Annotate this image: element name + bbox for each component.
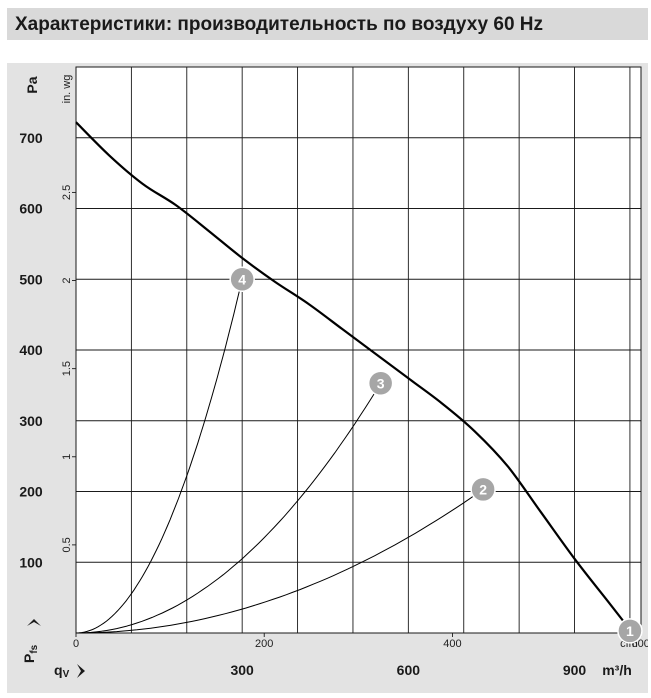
x-tick-label-cfm: 0 <box>73 638 79 650</box>
operating-point-4: 4 <box>229 266 255 292</box>
operating-point-marker <box>470 476 496 503</box>
x-tick-label-m3h: 600 <box>397 662 421 678</box>
pfs-main: P <box>21 654 37 663</box>
operating-point-label: 4 <box>238 271 246 287</box>
y-axis-label-pfs: Pfs <box>21 644 40 663</box>
qv-arrow-icon <box>77 664 85 678</box>
y-tick-label-pa: 100 <box>19 554 43 570</box>
x-axis-label-qv: qV <box>54 662 70 680</box>
fan-curve-line <box>75 121 631 631</box>
y-tick-label-pa: 200 <box>19 484 43 500</box>
operating-point-label: 2 <box>479 481 487 497</box>
y-tick-label-inwg: 0.5 <box>61 537 73 552</box>
chart-panel: Pa in. wg Pfs qV cfm m³/h 100 200 300 400 50… <box>7 63 648 693</box>
y-tick-label-pa: 500 <box>19 271 43 287</box>
y-axis-unit-inwg: in. wg <box>61 75 73 104</box>
fan-performance-chart: Pa in. wg Pfs qV cfm m³/h 10020030040050… <box>19 66 648 680</box>
y-tick-label-pa: 300 <box>19 413 43 429</box>
y-tick-label-pa: 400 <box>19 342 43 358</box>
y-tick-label-inwg: 2 <box>61 277 73 283</box>
pfs-arrow-icon <box>27 619 41 626</box>
operating-point-marker <box>367 370 394 397</box>
x-tick-label-cfm: 200 <box>255 638 273 650</box>
operating-point-1: 1 <box>617 618 643 644</box>
page-title: Характеристики: производительность по во… <box>15 14 544 35</box>
y-tick-label-pa: 700 <box>19 130 43 146</box>
y-tick-label-pa: 600 <box>19 201 43 217</box>
system-curve-2 <box>76 488 484 634</box>
operating-point-marker <box>229 266 255 292</box>
operating-point-3: 3 <box>367 370 394 397</box>
operating-point-2: 2 <box>470 476 496 503</box>
system-curve-3 <box>75 383 382 634</box>
x-tick-label-m3h: 900 <box>563 662 587 678</box>
plot-border <box>75 66 642 634</box>
x-tick-label-cfm: 400 <box>443 638 461 650</box>
title-bar: Характеристики: производительность по во… <box>7 8 648 40</box>
y-tick-label-inwg: 2.5 <box>61 185 73 200</box>
pfs-sub: fs <box>29 644 40 653</box>
x-axis-unit-m3h: m³/h <box>602 662 632 678</box>
y-tick-label-inwg: 1 <box>61 454 73 460</box>
qv-main: q <box>54 662 63 678</box>
system-curve-4 <box>75 279 243 634</box>
operating-point-marker <box>617 618 643 644</box>
operating-point-label: 1 <box>626 623 634 639</box>
curves <box>75 121 631 634</box>
qv-sub: V <box>63 669 70 680</box>
operating-point-label: 3 <box>377 375 385 391</box>
y-tick-label-inwg: 1.5 <box>61 361 73 376</box>
axis-arrows <box>27 619 85 678</box>
operating-points: 4 3 2 1 <box>229 266 643 644</box>
x-tick-label-m3h: 300 <box>230 662 254 678</box>
y-axis-unit-pa: Pa <box>24 76 40 93</box>
grid <box>75 66 642 634</box>
